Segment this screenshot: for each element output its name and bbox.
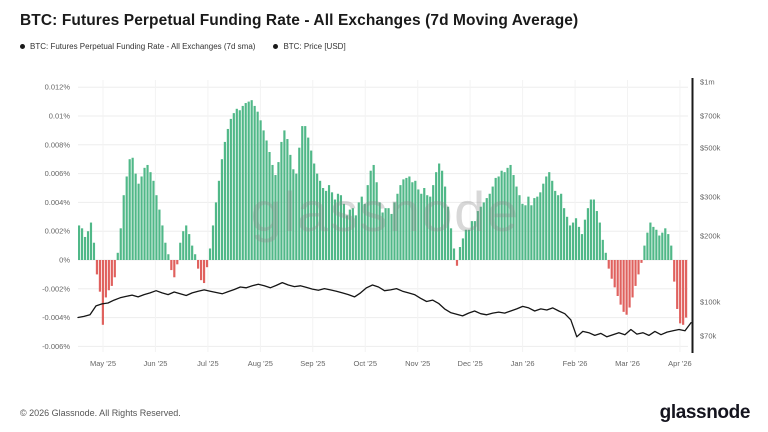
funding-rate-bars[interactable]	[78, 100, 688, 325]
left-axis-labels: 0.012% 0.01% 0.008% 0.006% 0.004% 0.002% 0% -0.…	[42, 83, 70, 351]
svg-text:0.004%: 0.004%	[45, 198, 71, 207]
svg-text:Apr '26: Apr '26	[668, 359, 692, 368]
watermark-text: glassnode	[251, 180, 520, 243]
chart-legend: BTC: Futures Perpetual Funding Rate - Al…	[20, 42, 346, 51]
svg-text:Oct '25: Oct '25	[353, 359, 377, 368]
legend-item-funding-rate[interactable]: BTC: Futures Perpetual Funding Rate - Al…	[20, 42, 255, 51]
svg-text:Jan '26: Jan '26	[511, 359, 535, 368]
legend-label: BTC: Price [USD]	[283, 42, 346, 51]
svg-text:Feb '26: Feb '26	[563, 359, 588, 368]
svg-text:Nov '25: Nov '25	[405, 359, 430, 368]
svg-text:0.006%: 0.006%	[45, 169, 71, 178]
glassnode-logo: glassnode	[659, 402, 751, 423]
chart-title: BTC: Futures Perpetual Funding Rate - Al…	[20, 12, 579, 29]
svg-text:May '25: May '25	[90, 359, 116, 368]
legend-dot-icon	[20, 44, 25, 49]
svg-text:-0.004%: -0.004%	[42, 313, 70, 322]
svg-text:$500k: $500k	[700, 144, 721, 153]
svg-text:0.012%: 0.012%	[45, 83, 71, 92]
svg-text:$700k: $700k	[700, 112, 721, 121]
svg-text:0.01%: 0.01%	[49, 112, 71, 121]
legend-item-price[interactable]: BTC: Price [USD]	[273, 42, 346, 51]
svg-text:Mar '26: Mar '26	[615, 359, 640, 368]
right-axis-labels: $1m $700k $500k $300k $200k $100k $70k	[700, 78, 721, 341]
legend-dot-icon	[273, 44, 279, 49]
svg-text:0.002%: 0.002%	[45, 227, 71, 236]
svg-text:0%: 0%	[59, 256, 70, 265]
svg-text:-0.002%: -0.002%	[42, 284, 70, 293]
page-header: BTC: Futures Perpetual Funding Rate - Al…	[20, 12, 578, 30]
x-axis-month-labels: May '25 Jun '25 Jul '25 Aug '25 Sep '25 Oct '…	[90, 359, 692, 368]
price-line[interactable]	[77, 281, 692, 338]
svg-text:$200k: $200k	[700, 231, 721, 240]
svg-text:Jun '25: Jun '25	[143, 359, 167, 368]
copyright-text: © 2026 Glassnode. All Rights Reserved.	[20, 408, 181, 418]
svg-text:Sep '25: Sep '25	[300, 359, 325, 368]
svg-text:$1m: $1m	[700, 78, 715, 87]
svg-text:$100k: $100k	[700, 298, 721, 307]
legend-label: BTC: Futures Perpetual Funding Rate - Al…	[30, 42, 256, 51]
svg-text:$70k: $70k	[700, 332, 717, 341]
svg-text:Aug '25: Aug '25	[248, 359, 273, 368]
svg-text:-0.006%: -0.006%	[42, 342, 70, 351]
svg-text:Jul '25: Jul '25	[197, 359, 218, 368]
svg-text:Dec '25: Dec '25	[458, 359, 483, 368]
svg-text:$300k: $300k	[700, 193, 721, 202]
svg-text:0.008%: 0.008%	[45, 140, 71, 149]
